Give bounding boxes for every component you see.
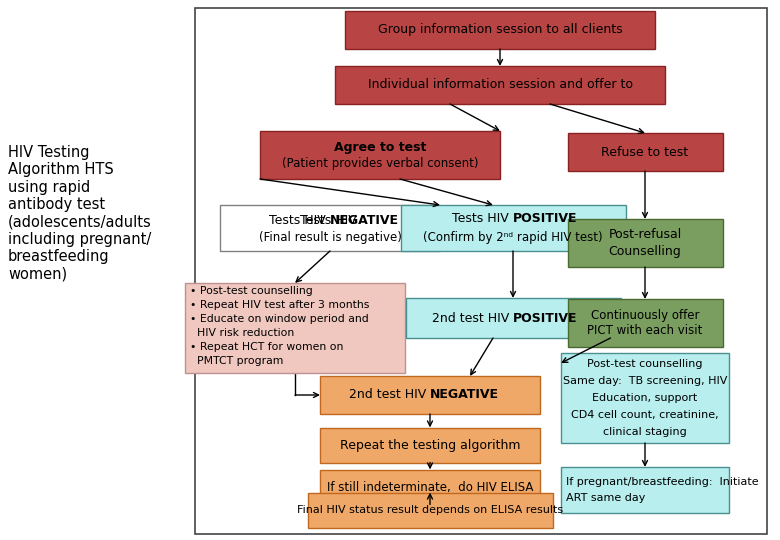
- Text: Counselling: Counselling: [608, 245, 682, 258]
- Text: • Post-test counselling: • Post-test counselling: [190, 286, 313, 296]
- Text: Tests HIV: Tests HIV: [452, 213, 513, 226]
- Text: Refuse to test: Refuse to test: [601, 145, 689, 159]
- FancyBboxPatch shape: [400, 205, 626, 251]
- Text: ART same day: ART same day: [566, 493, 645, 503]
- Text: If still indeterminate,  do HIV ELISA: If still indeterminate, do HIV ELISA: [327, 481, 534, 494]
- Text: 2nd test HIV: 2nd test HIV: [432, 312, 513, 325]
- FancyBboxPatch shape: [320, 428, 540, 462]
- Text: HIV Testing
Algorithm HTS
using rapid
antibody test
(adolescents/adults
includin: HIV Testing Algorithm HTS using rapid an…: [8, 145, 152, 282]
- FancyBboxPatch shape: [561, 353, 729, 443]
- Text: CD4 cell count, creatinine,: CD4 cell count, creatinine,: [571, 410, 719, 420]
- FancyBboxPatch shape: [320, 376, 540, 414]
- FancyBboxPatch shape: [260, 131, 500, 179]
- Text: (Final result is negative): (Final result is negative): [258, 231, 402, 244]
- Text: • Repeat HIV test after 3 months: • Repeat HIV test after 3 months: [190, 300, 370, 310]
- Text: Final HIV status result depends on ELISA results: Final HIV status result depends on ELISA…: [297, 505, 563, 515]
- Text: Education, support: Education, support: [592, 393, 697, 403]
- Text: POSITIVE: POSITIVE: [513, 213, 577, 226]
- Text: Post-test counselling: Post-test counselling: [587, 359, 703, 369]
- Text: clinical staging: clinical staging: [603, 427, 687, 437]
- Text: Continuously offer: Continuously offer: [590, 308, 699, 321]
- Text: (Confirm by 2ⁿᵈ rapid HIV test): (Confirm by 2ⁿᵈ rapid HIV test): [424, 231, 603, 244]
- FancyBboxPatch shape: [185, 283, 405, 373]
- Text: NEGATIVE: NEGATIVE: [430, 388, 499, 402]
- FancyBboxPatch shape: [345, 11, 655, 49]
- FancyBboxPatch shape: [220, 205, 440, 251]
- FancyBboxPatch shape: [568, 133, 722, 171]
- FancyBboxPatch shape: [320, 469, 540, 504]
- Text: Same day:  TB screening, HIV: Same day: TB screening, HIV: [563, 376, 727, 386]
- Text: PICT with each visit: PICT with each visit: [587, 325, 703, 338]
- Text: Tests HIV: Tests HIV: [269, 213, 330, 226]
- Text: PMTCT program: PMTCT program: [190, 355, 283, 366]
- Text: Tests HIV: Tests HIV: [300, 213, 360, 226]
- FancyBboxPatch shape: [307, 492, 552, 528]
- Text: Post-refusal: Post-refusal: [608, 228, 682, 241]
- FancyBboxPatch shape: [335, 66, 665, 104]
- Text: NEGATIVE: NEGATIVE: [330, 213, 399, 226]
- Text: 2nd test HIV: 2nd test HIV: [349, 388, 430, 402]
- FancyBboxPatch shape: [561, 467, 729, 513]
- Text: If pregnant/breastfeeding:  Initiate: If pregnant/breastfeeding: Initiate: [566, 477, 759, 487]
- Text: Repeat the testing algorithm: Repeat the testing algorithm: [340, 438, 520, 451]
- FancyBboxPatch shape: [568, 219, 722, 267]
- Text: • Repeat HCT for women on: • Repeat HCT for women on: [190, 342, 343, 352]
- Text: (Patient provides verbal consent): (Patient provides verbal consent): [282, 157, 478, 170]
- Text: Group information session to all clients: Group information session to all clients: [378, 24, 622, 37]
- Text: • Educate on window period and: • Educate on window period and: [190, 314, 369, 324]
- FancyBboxPatch shape: [406, 298, 621, 338]
- Text: Individual information session and offer to: Individual information session and offer…: [367, 78, 633, 91]
- FancyBboxPatch shape: [195, 8, 767, 534]
- Text: POSITIVE: POSITIVE: [513, 312, 577, 325]
- Text: Agree to test: Agree to test: [334, 140, 426, 153]
- FancyBboxPatch shape: [568, 299, 722, 347]
- Text: HIV risk reduction: HIV risk reduction: [190, 328, 294, 338]
